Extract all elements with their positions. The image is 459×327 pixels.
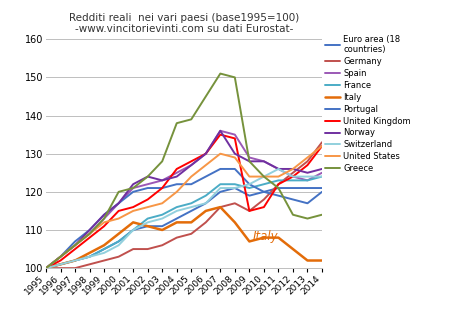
Title: Redditi reali  nei vari paesi (base1995=100)
-www.vincitorievinti.com su dati Eu: Redditi reali nei vari paesi (base1995=1… — [69, 13, 298, 34]
Legend: Euro area (18
countries), Germany, Spain, France, Italy, Portugal, United Kingdo: Euro area (18 countries), Germany, Spain… — [324, 35, 410, 173]
Text: Italy: Italy — [252, 230, 277, 243]
